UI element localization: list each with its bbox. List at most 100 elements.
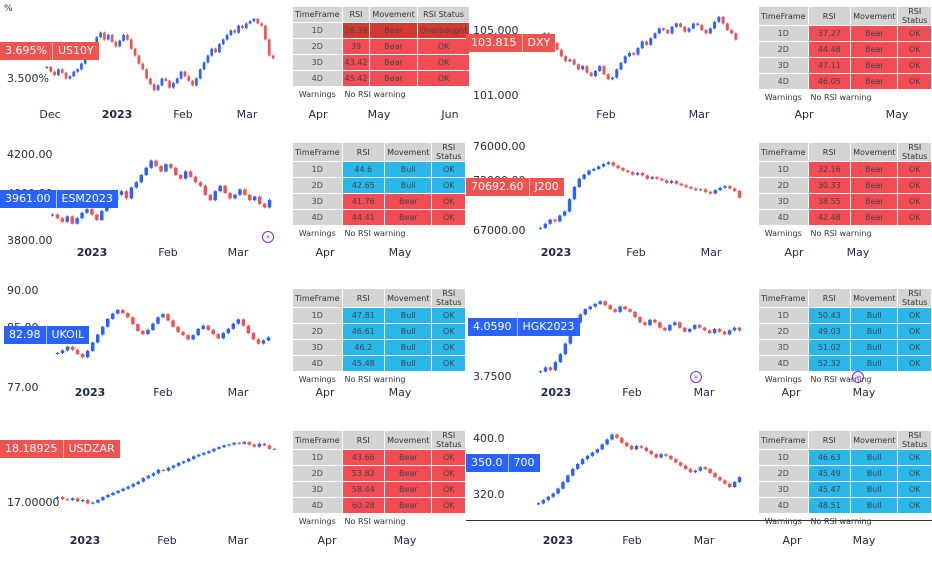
candle-body — [558, 354, 563, 363]
x-tick-label: Mar — [700, 246, 722, 259]
candle — [99, 31, 102, 39]
candle — [159, 164, 163, 173]
rsi-status: OK — [431, 323, 466, 340]
rsi-movement: Bear — [850, 25, 899, 42]
candle-body — [704, 30, 708, 34]
candle-body — [687, 28, 691, 32]
rsi-row: 3D 51.02 Bull OK — [758, 339, 932, 356]
candle-body — [186, 335, 190, 340]
candle — [639, 444, 644, 449]
candle — [718, 186, 722, 192]
candle — [581, 65, 585, 71]
candle-body — [582, 174, 586, 179]
rsi-timeframe: 1D — [758, 161, 809, 178]
candle — [610, 76, 614, 81]
candle — [133, 47, 137, 57]
candle — [632, 52, 636, 56]
rsi-table: TimeFrame RSI Movement RSI Status 1D 44.6 Bull… — [292, 142, 466, 242]
candle — [50, 213, 55, 217]
candle — [700, 24, 704, 32]
candle — [261, 339, 266, 345]
candle — [657, 27, 661, 35]
candle — [183, 170, 188, 180]
candle — [100, 325, 105, 336]
rsi-header-cell: TimeFrame — [292, 142, 343, 162]
candle-body — [692, 325, 697, 330]
candle-body — [543, 223, 547, 228]
candle — [267, 444, 272, 450]
candle — [131, 316, 135, 326]
chart-panel-usdzar[interactable]: 17.00000 2023 Feb Mar Apr May 18.18925 USDZAR Ti… — [0, 426, 466, 564]
candle — [206, 54, 210, 64]
candle — [634, 444, 639, 451]
rsi-value: 50.43 — [807, 307, 852, 324]
candle-body — [732, 482, 737, 487]
candle-body — [595, 449, 600, 453]
candle-body — [266, 337, 271, 341]
rsi-movement: Bull — [384, 307, 433, 324]
candle-body — [131, 484, 135, 487]
price-badge: 82.98 UKOIL — [4, 326, 90, 344]
rsi-timeframe: 2D — [758, 177, 809, 194]
candle — [105, 317, 110, 328]
candle — [95, 333, 100, 344]
candle — [116, 308, 120, 315]
chart-panel-j200[interactable]: 76000.0072000.0067000.002023FebMarAprMay… — [466, 138, 932, 276]
rsi-timeframe: 3D — [292, 481, 343, 498]
candle — [707, 329, 712, 335]
candle-body — [156, 469, 161, 474]
candle-body — [136, 481, 141, 485]
candle — [613, 308, 617, 313]
candle — [678, 321, 682, 329]
chart-panel-ukoil[interactable]: 90.0085.0077.002023FebMarAprMay82.98UKOI… — [0, 278, 466, 416]
candle — [251, 332, 256, 341]
candle — [649, 37, 653, 46]
y-tick-label: 400.0 — [473, 432, 505, 445]
candle-body — [96, 500, 100, 503]
candle-body — [166, 467, 171, 471]
candle-body — [160, 78, 164, 86]
rsi-timeframe: 3D — [292, 54, 343, 71]
candle — [723, 185, 727, 189]
candle — [566, 474, 570, 484]
chart-panel-hgk2023[interactable]: 3.7500 2023 Feb Mar Apr May 4.0590 HGK2023 TimeF… — [466, 278, 932, 416]
candle — [691, 22, 695, 30]
y-tick-label: 101.000 — [473, 89, 519, 102]
x-tick-label: May — [367, 108, 391, 121]
replay-icon[interactable]: » — [690, 371, 702, 383]
no-warning-label: No RSI warning — [807, 513, 899, 530]
candle — [233, 29, 237, 34]
candle-body — [707, 330, 712, 334]
chart-panel-700[interactable]: 400.0 320.0 2023 Feb Mar Apr May 350.0 700 TimeFr… — [466, 426, 932, 564]
candle — [166, 313, 170, 322]
candle — [603, 300, 607, 307]
rsi-value: 32.16 — [807, 161, 852, 178]
candle — [725, 22, 729, 32]
candle — [669, 180, 674, 184]
candle — [704, 29, 708, 35]
candle-body — [688, 468, 693, 473]
candle — [717, 15, 721, 23]
candle-body — [134, 182, 139, 188]
symbol-name: USDZAR — [62, 440, 120, 458]
candle-body — [606, 162, 611, 164]
chart-panel-us10y[interactable]: 3.500% Dec 2023 Feb Mar Apr May Jun 3.695% US10Y T… — [0, 0, 471, 138]
candle — [60, 217, 65, 223]
candle-body — [663, 327, 667, 331]
rsi-value: 48.51 — [807, 497, 852, 514]
candle — [538, 226, 543, 230]
rsi-timeframe: 4D — [758, 209, 809, 226]
x-tick-label: 2023 — [74, 386, 106, 399]
candle — [186, 457, 191, 463]
candle-body — [226, 328, 231, 334]
chart-panel-dxy[interactable]: 105.000 101.000 Feb Mar Apr May 103.815 DXY Time… — [466, 0, 932, 138]
x-tick-label: Feb — [173, 108, 193, 121]
rsi-timeframe: 1D — [292, 307, 343, 324]
chart-panel-esm2023[interactable]: 4200.004000.003800.002023FebMarAprMay396… — [0, 138, 466, 276]
symbol-name: DXY — [521, 34, 556, 52]
candle-body — [698, 467, 703, 471]
rsi-timeframe: 4D — [758, 73, 809, 90]
replay-icon[interactable]: » — [852, 371, 864, 383]
replay-icon[interactable]: » — [262, 231, 274, 243]
rsi-status: OK — [897, 339, 932, 356]
